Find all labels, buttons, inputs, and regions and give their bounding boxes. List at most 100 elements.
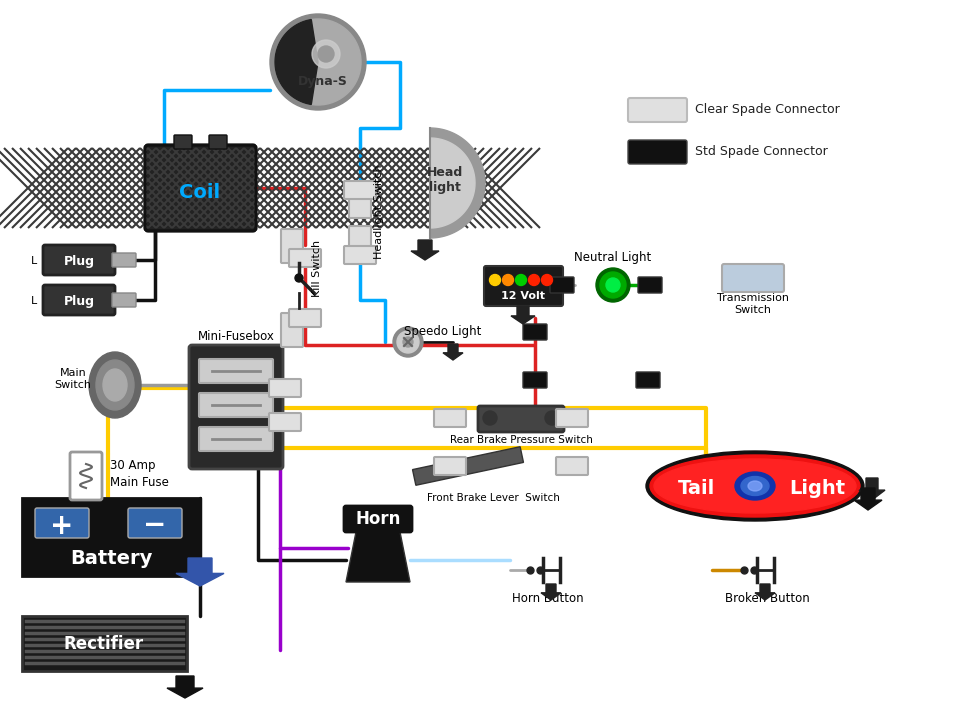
Polygon shape xyxy=(443,344,463,360)
Text: Switch: Switch xyxy=(55,380,91,390)
Polygon shape xyxy=(541,584,561,600)
FancyBboxPatch shape xyxy=(281,229,303,263)
Ellipse shape xyxy=(103,369,127,401)
Circle shape xyxy=(502,274,514,286)
Polygon shape xyxy=(346,532,410,582)
FancyBboxPatch shape xyxy=(269,413,301,431)
FancyBboxPatch shape xyxy=(43,245,115,275)
Circle shape xyxy=(275,19,361,105)
Polygon shape xyxy=(411,240,439,260)
FancyBboxPatch shape xyxy=(523,324,547,340)
Polygon shape xyxy=(167,676,203,698)
Text: +: + xyxy=(50,512,74,540)
Text: Switch: Switch xyxy=(734,305,772,315)
Ellipse shape xyxy=(89,352,141,418)
Circle shape xyxy=(397,331,419,353)
Polygon shape xyxy=(511,306,535,324)
FancyBboxPatch shape xyxy=(43,285,115,315)
FancyBboxPatch shape xyxy=(484,266,563,306)
Text: Battery: Battery xyxy=(70,549,153,567)
Text: Neutral Light: Neutral Light xyxy=(574,251,652,264)
FancyBboxPatch shape xyxy=(628,140,687,164)
Ellipse shape xyxy=(650,455,860,517)
Text: Main: Main xyxy=(60,368,86,378)
Ellipse shape xyxy=(654,459,856,513)
Text: 30 Amp: 30 Amp xyxy=(110,459,156,472)
Text: Broken Button: Broken Button xyxy=(725,592,809,605)
Bar xyxy=(22,616,187,671)
Text: Mini-Fusebox: Mini-Fusebox xyxy=(198,330,275,343)
FancyBboxPatch shape xyxy=(722,264,784,292)
FancyBboxPatch shape xyxy=(35,508,89,538)
Circle shape xyxy=(403,337,413,347)
FancyBboxPatch shape xyxy=(70,452,102,500)
Circle shape xyxy=(596,268,630,302)
Circle shape xyxy=(529,274,540,286)
Text: L: L xyxy=(31,256,37,266)
FancyBboxPatch shape xyxy=(189,345,283,469)
Ellipse shape xyxy=(96,360,134,410)
Text: L: L xyxy=(31,296,37,306)
Circle shape xyxy=(483,411,497,425)
Circle shape xyxy=(545,411,559,425)
FancyBboxPatch shape xyxy=(344,506,412,532)
Text: Rear Brake Pressure Switch: Rear Brake Pressure Switch xyxy=(449,435,592,445)
Circle shape xyxy=(295,274,303,282)
Polygon shape xyxy=(854,488,882,510)
Text: Speedo Light: Speedo Light xyxy=(404,325,482,338)
Text: Head: Head xyxy=(427,166,463,179)
Polygon shape xyxy=(275,19,318,104)
FancyBboxPatch shape xyxy=(349,186,371,218)
FancyBboxPatch shape xyxy=(281,313,303,347)
Circle shape xyxy=(318,46,334,62)
FancyBboxPatch shape xyxy=(209,135,227,149)
Text: −: − xyxy=(143,511,167,539)
FancyBboxPatch shape xyxy=(199,359,273,383)
FancyBboxPatch shape xyxy=(344,181,376,199)
FancyBboxPatch shape xyxy=(434,457,466,475)
Ellipse shape xyxy=(748,481,762,491)
Text: Plug: Plug xyxy=(63,294,94,307)
Text: Horn: Horn xyxy=(355,510,400,528)
Text: Main Fuse: Main Fuse xyxy=(110,475,169,488)
FancyBboxPatch shape xyxy=(344,246,376,264)
FancyBboxPatch shape xyxy=(199,427,273,451)
FancyBboxPatch shape xyxy=(434,409,466,427)
FancyBboxPatch shape xyxy=(523,372,547,388)
FancyBboxPatch shape xyxy=(638,277,662,293)
Polygon shape xyxy=(430,128,485,238)
Circle shape xyxy=(516,274,526,286)
Text: Tail: Tail xyxy=(679,480,715,498)
Ellipse shape xyxy=(741,477,769,495)
Text: Std Spade Connector: Std Spade Connector xyxy=(695,145,828,158)
FancyBboxPatch shape xyxy=(145,145,256,231)
Circle shape xyxy=(270,14,366,110)
Circle shape xyxy=(541,274,553,286)
FancyBboxPatch shape xyxy=(556,457,588,475)
Polygon shape xyxy=(430,138,475,228)
FancyBboxPatch shape xyxy=(289,309,321,327)
Text: Coil: Coil xyxy=(180,184,221,202)
Ellipse shape xyxy=(646,451,864,521)
FancyBboxPatch shape xyxy=(556,409,588,427)
Text: Clear Spade Connector: Clear Spade Connector xyxy=(695,104,840,117)
FancyBboxPatch shape xyxy=(636,372,660,388)
FancyBboxPatch shape xyxy=(269,379,301,397)
Circle shape xyxy=(600,272,626,298)
Text: Headlight Switch: Headlight Switch xyxy=(374,165,384,259)
Text: Plug: Plug xyxy=(63,254,94,268)
Circle shape xyxy=(490,274,500,286)
Text: 12 Volt: 12 Volt xyxy=(501,291,545,301)
Text: Light: Light xyxy=(789,480,845,498)
FancyBboxPatch shape xyxy=(478,406,564,432)
Circle shape xyxy=(393,327,423,357)
FancyBboxPatch shape xyxy=(550,277,574,293)
FancyBboxPatch shape xyxy=(112,293,136,307)
FancyBboxPatch shape xyxy=(128,508,182,538)
Text: Transmission: Transmission xyxy=(717,293,789,303)
FancyBboxPatch shape xyxy=(199,393,273,417)
Circle shape xyxy=(312,40,340,68)
Text: light: light xyxy=(429,181,461,194)
Polygon shape xyxy=(755,584,775,600)
Polygon shape xyxy=(176,558,224,586)
